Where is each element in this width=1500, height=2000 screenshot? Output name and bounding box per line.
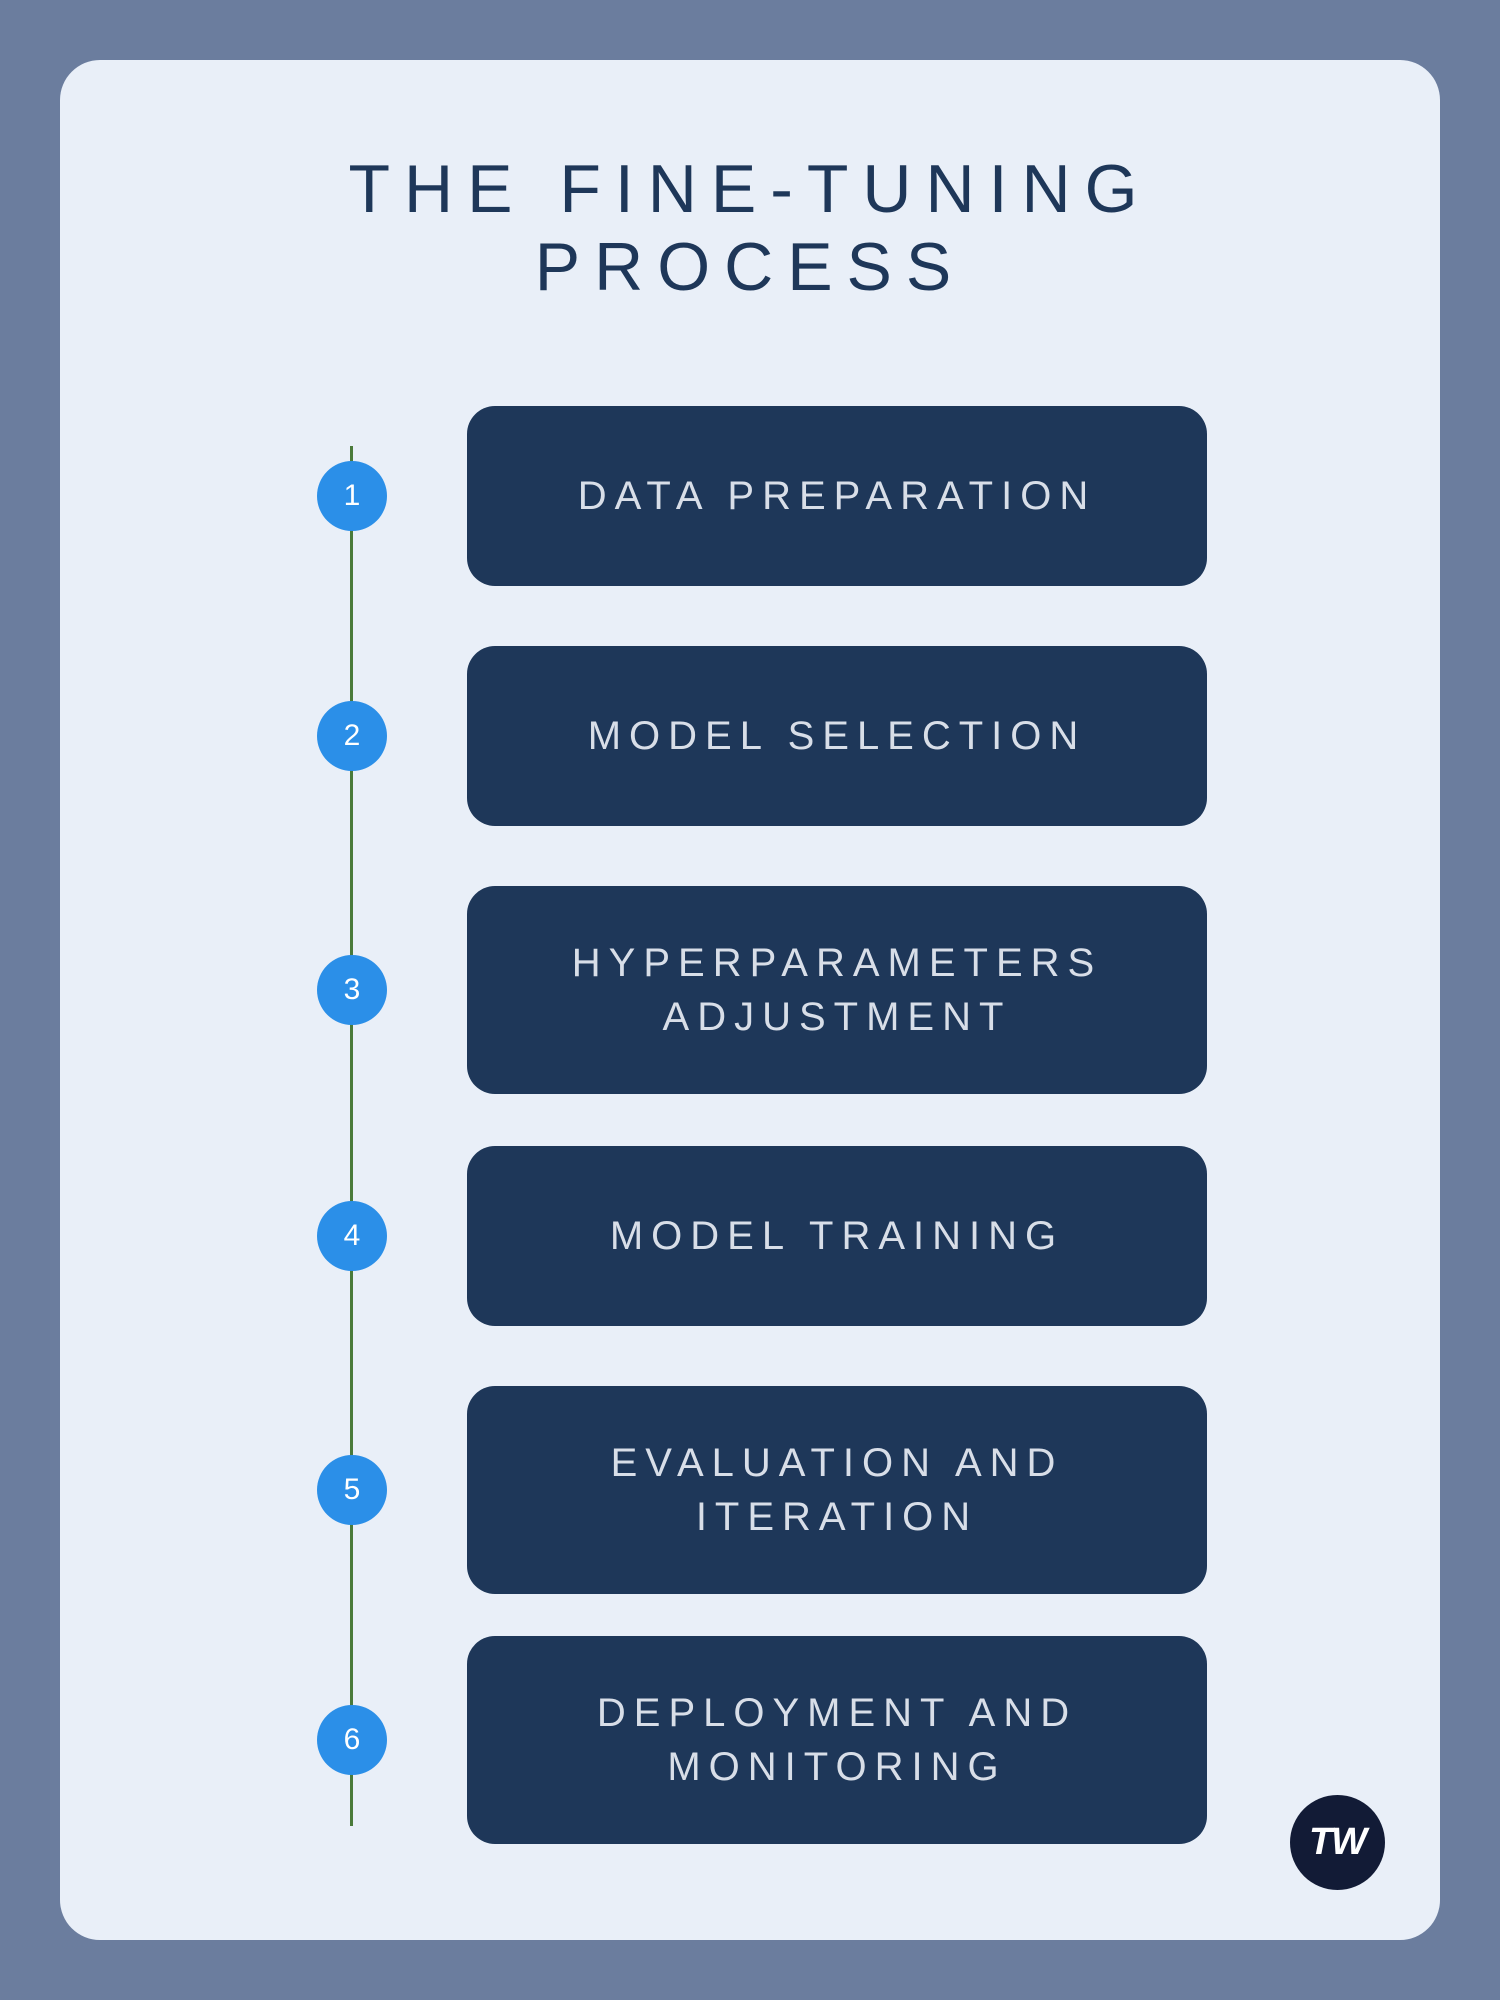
step-2: 2 MODEL SELECTION [290, 646, 1270, 826]
logo-badge: TW [1290, 1795, 1385, 1890]
step-box: EVALUATION AND ITERATION [467, 1386, 1207, 1594]
timeline: 1 DATA PREPARATION 2 MODEL SELECTION 3 H… [290, 406, 1270, 1856]
step-number-circle: 1 [317, 461, 387, 531]
step-4: 4 MODEL TRAINING [290, 1146, 1270, 1326]
step-1: 1 DATA PREPARATION [290, 406, 1270, 586]
step-3: 3 HYPERPARAMETERS ADJUSTMENT [290, 886, 1270, 1094]
card: THE FINE-TUNING PROCESS 1 DATA PREPARATI… [60, 60, 1440, 1940]
step-number-circle: 5 [317, 1455, 387, 1525]
step-number-circle: 4 [317, 1201, 387, 1271]
step-box: HYPERPARAMETERS ADJUSTMENT [467, 886, 1207, 1094]
step-box: DATA PREPARATION [467, 406, 1207, 586]
step-box: MODEL SELECTION [467, 646, 1207, 826]
step-box: MODEL TRAINING [467, 1146, 1207, 1326]
step-6: 6 DEPLOYMENT AND MONITORING [290, 1636, 1270, 1844]
step-number-circle: 2 [317, 701, 387, 771]
step-box: DEPLOYMENT AND MONITORING [467, 1636, 1207, 1844]
step-5: 5 EVALUATION AND ITERATION [290, 1386, 1270, 1594]
step-number-circle: 3 [317, 955, 387, 1025]
page-title: THE FINE-TUNING PROCESS [130, 150, 1370, 306]
step-number-circle: 6 [317, 1705, 387, 1775]
